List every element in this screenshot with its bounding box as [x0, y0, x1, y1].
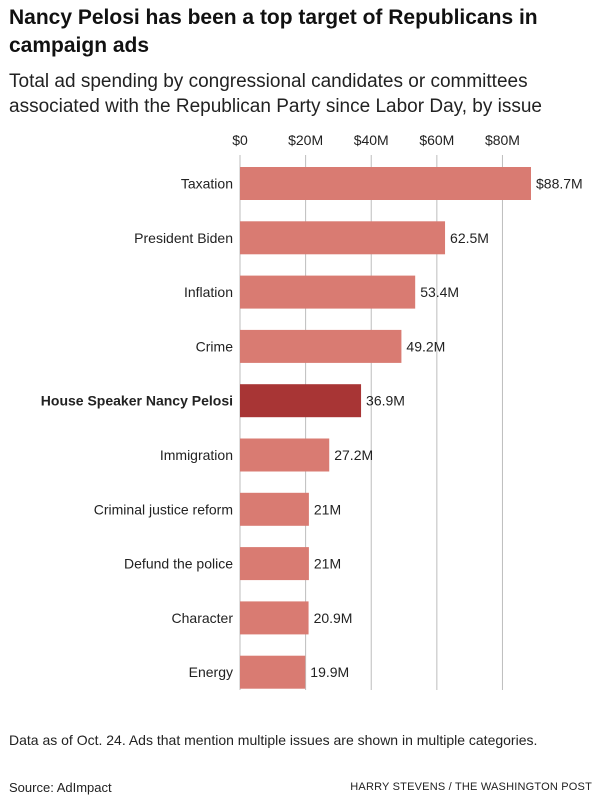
category-label: Immigration — [160, 447, 233, 463]
value-label: 27.2M — [334, 447, 373, 463]
value-label: 21M — [314, 501, 341, 517]
x-tick-label: $40M — [354, 132, 389, 148]
bar-chart: $0 $20M $40M $60M $80M Taxation President Bid… — [41, 132, 583, 690]
value-label: 21M — [314, 556, 341, 572]
category-label: President Biden — [134, 230, 233, 246]
category-label: Defund the police — [124, 556, 233, 572]
chart-title: Nancy Pelosi has been a top target of Re… — [9, 6, 538, 57]
value-label: $88.7M — [536, 176, 583, 192]
bar — [240, 275, 416, 309]
value-label: 19.9M — [310, 664, 349, 680]
value-label: 49.2M — [406, 338, 445, 354]
x-tick-label: $20M — [288, 132, 323, 148]
bar — [240, 492, 309, 526]
category-labels: Taxation President Biden Inflation Crime Hou… — [41, 176, 234, 681]
source-text: Source: AdImpact — [9, 780, 112, 795]
bar — [240, 221, 446, 255]
category-label: Crime — [196, 338, 234, 354]
value-label: 53.4M — [420, 284, 459, 300]
category-label: Inflation — [184, 284, 233, 300]
bar — [240, 655, 306, 689]
bar — [240, 329, 402, 363]
x-tick-label: $60M — [419, 132, 454, 148]
x-axis-ticks: $0 $20M $40M $60M $80M — [232, 132, 520, 148]
bar — [240, 167, 531, 200]
value-labels: $88.7M 62.5M 53.4M 49.2M 36.9M 27.2M 21M 21M 20.… — [310, 176, 582, 681]
category-label: Taxation — [181, 176, 233, 192]
credit-text: HARRY STEVENS / THE WASHINGTON POST — [350, 781, 592, 793]
bar-highlight — [240, 384, 362, 418]
value-label: 62.5M — [450, 230, 489, 246]
bar — [240, 547, 309, 581]
chart-subtitle: Total ad spending by congressional candi… — [9, 71, 542, 117]
x-tick-label: $0 — [232, 132, 248, 148]
bar — [240, 438, 330, 472]
bars — [240, 167, 531, 689]
footnote: Data as of Oct. 24. Ads that mention mul… — [9, 732, 538, 748]
category-label: Character — [172, 610, 234, 626]
category-label: Energy — [189, 664, 233, 680]
bar — [240, 601, 309, 635]
value-label: 36.9M — [366, 393, 405, 409]
category-label: Criminal justice reform — [94, 501, 233, 517]
x-tick-label: $80M — [485, 132, 520, 148]
value-label: 20.9M — [314, 610, 353, 626]
category-label: House Speaker Nancy Pelosi — [41, 393, 233, 409]
